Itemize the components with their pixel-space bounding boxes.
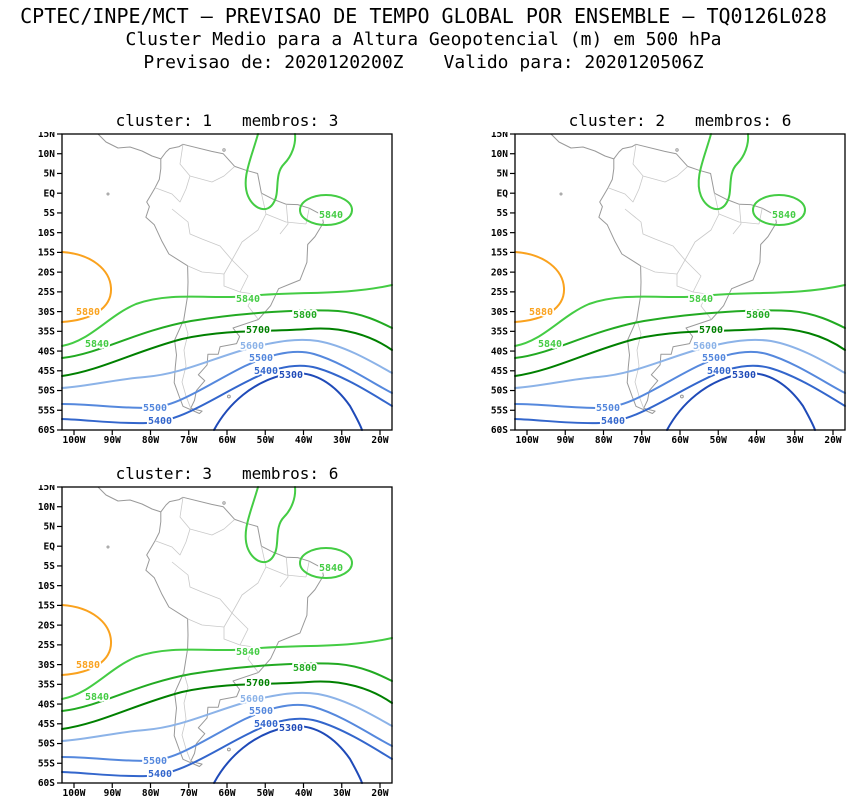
plot-cluster-3 xyxy=(36,485,394,801)
members-label: membros: 6 xyxy=(242,463,339,483)
cluster-label: cluster: 2 xyxy=(568,110,665,130)
panel-title-1: cluster: 1 membros: 3 xyxy=(62,108,392,132)
cluster-label: cluster: 3 xyxy=(115,463,212,483)
plot-cluster-1 xyxy=(36,132,394,448)
panel-cluster-3: cluster: 3 membros: 6 xyxy=(28,461,396,803)
panel-title-3: cluster: 3 membros: 6 xyxy=(62,461,392,485)
members-label: membros: 6 xyxy=(695,110,792,130)
main-title: CPTEC/INPE/MCT — PREVISAO DE TEMPO GLOBA… xyxy=(20,4,827,28)
panel-cluster-1: cluster: 1 membros: 3 xyxy=(28,108,396,450)
cluster-label: cluster: 1 xyxy=(115,110,212,130)
forecast-init-time: Previsao de: 2020120200Z xyxy=(143,51,404,73)
panel-graphic-instance-3 xyxy=(36,485,394,801)
plot-cluster-2 xyxy=(489,132,847,448)
forecast-times: Previsao de: 2020120200Z Valido para: 20… xyxy=(0,52,847,74)
panel-title-2: cluster: 2 membros: 6 xyxy=(515,108,845,132)
header: CPTEC/INPE/MCT — PREVISAO DE TEMPO GLOBA… xyxy=(0,4,847,73)
panel-cluster-2: cluster: 2 membros: 6 xyxy=(481,108,847,450)
panel-graphic-instance-1 xyxy=(36,132,394,448)
forecast-valid-time: Valido para: 2020120506Z xyxy=(443,51,704,73)
members-label: membros: 3 xyxy=(242,110,339,130)
panel-graphic-instance-2 xyxy=(489,132,847,448)
subtitle: Cluster Medio para a Altura Geopotencial… xyxy=(125,29,722,50)
